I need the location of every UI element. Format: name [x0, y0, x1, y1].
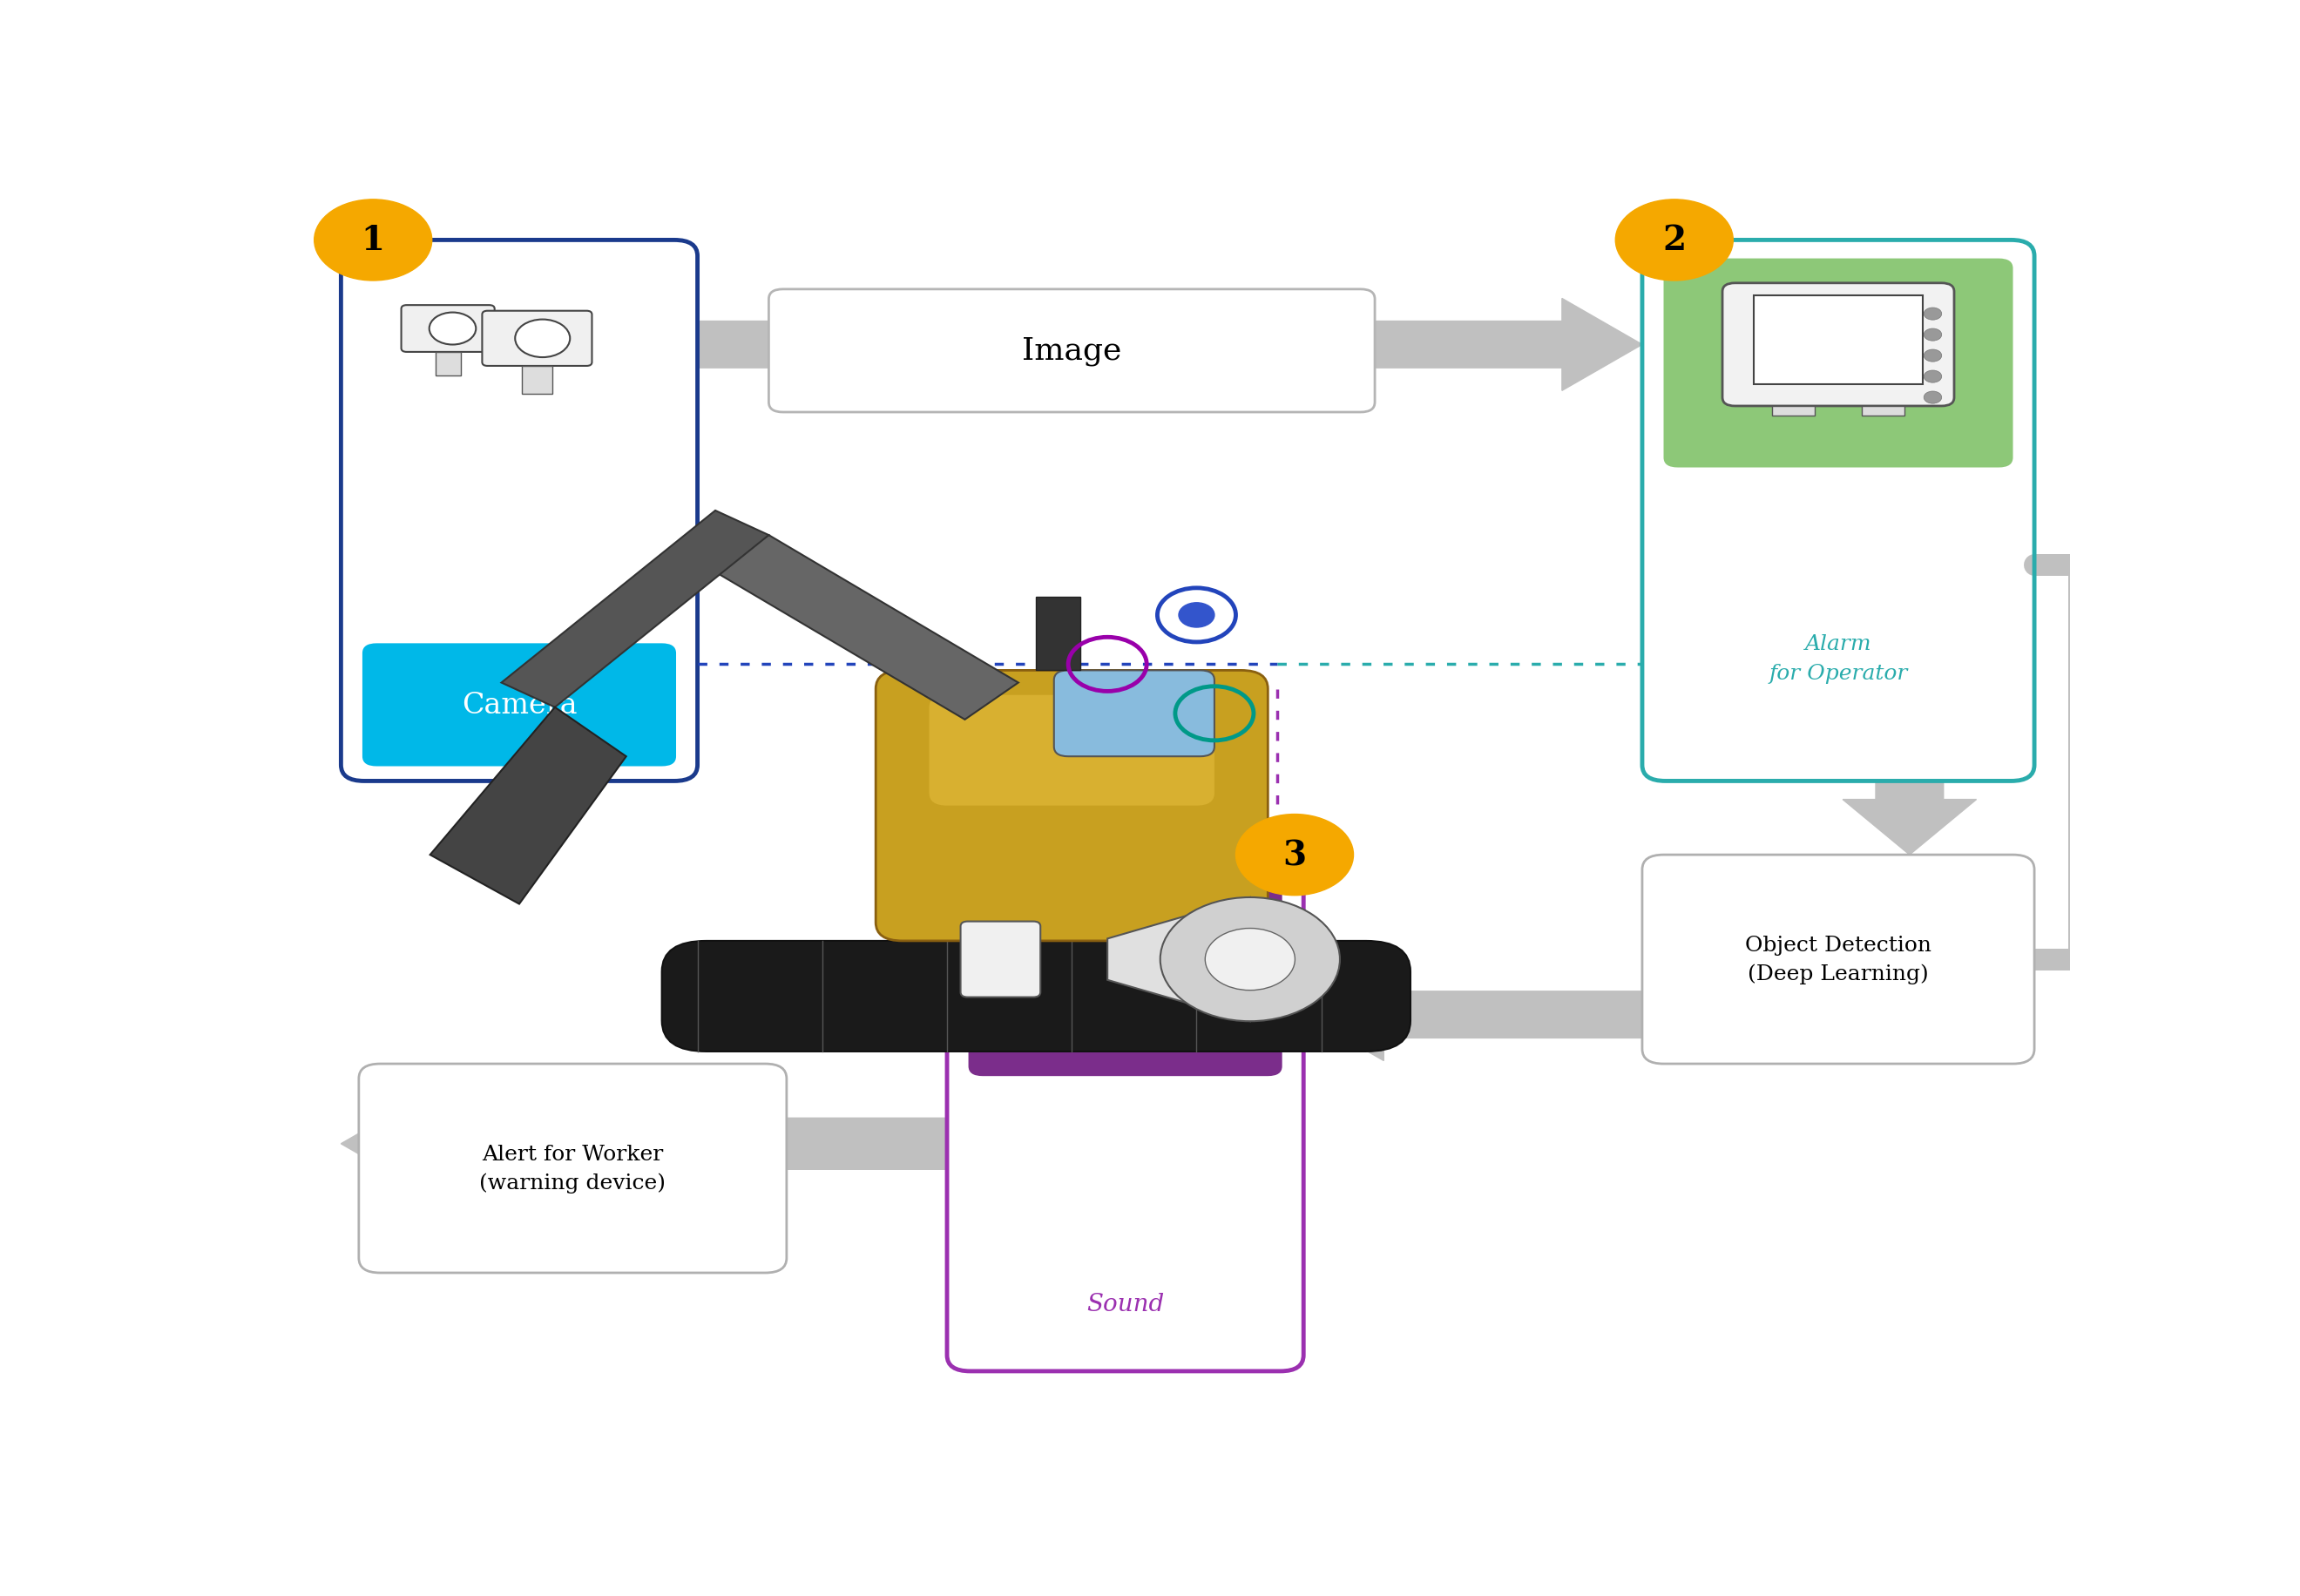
Polygon shape	[1106, 897, 1251, 1021]
Text: 3: 3	[1283, 838, 1306, 871]
Circle shape	[515, 321, 570, 358]
FancyBboxPatch shape	[961, 922, 1040, 998]
Text: Alarm
for Operator: Alarm for Operator	[1769, 634, 1907, 683]
FancyBboxPatch shape	[359, 1065, 787, 1274]
Circle shape	[1923, 350, 1941, 362]
Circle shape	[1178, 603, 1214, 627]
FancyBboxPatch shape	[876, 670, 1267, 942]
FancyBboxPatch shape	[968, 868, 1281, 1076]
Text: 2: 2	[1663, 223, 1686, 257]
Polygon shape	[501, 511, 768, 707]
FancyBboxPatch shape	[662, 942, 1410, 1052]
Polygon shape	[1842, 782, 1976, 855]
Text: Camera: Camera	[462, 691, 577, 720]
Text: Sound: Sound	[1086, 1291, 1164, 1315]
FancyBboxPatch shape	[1861, 407, 1904, 417]
FancyBboxPatch shape	[1723, 284, 1955, 407]
Text: AI
Monitor: AI Monitor	[1785, 332, 1893, 396]
Circle shape	[430, 313, 476, 345]
FancyBboxPatch shape	[768, 290, 1375, 413]
Text: Image: Image	[1021, 337, 1122, 365]
FancyBboxPatch shape	[1035, 597, 1081, 670]
FancyBboxPatch shape	[1773, 407, 1815, 417]
Polygon shape	[715, 536, 1019, 720]
FancyBboxPatch shape	[929, 696, 1214, 806]
Circle shape	[1923, 370, 1941, 383]
Text: Object Detection
(Deep Learning): Object Detection (Deep Learning)	[1746, 935, 1932, 983]
Circle shape	[1923, 393, 1941, 404]
FancyBboxPatch shape	[1053, 670, 1214, 757]
Circle shape	[1235, 814, 1352, 895]
Circle shape	[315, 200, 432, 281]
Circle shape	[1923, 308, 1941, 321]
Text: Alarm
Device: Alarm Device	[1079, 940, 1171, 1004]
Polygon shape	[697, 298, 1642, 391]
Circle shape	[1615, 200, 1734, 281]
FancyBboxPatch shape	[483, 311, 591, 367]
FancyBboxPatch shape	[435, 353, 460, 377]
Text: 1: 1	[361, 223, 384, 257]
Polygon shape	[430, 707, 626, 905]
Circle shape	[1205, 929, 1295, 991]
Circle shape	[1159, 897, 1341, 1021]
FancyBboxPatch shape	[363, 643, 676, 766]
FancyBboxPatch shape	[400, 306, 494, 353]
FancyBboxPatch shape	[1642, 855, 2033, 1065]
Text: Alert for Worker
(warning device): Alert for Worker (warning device)	[478, 1144, 667, 1192]
FancyBboxPatch shape	[1663, 259, 2012, 468]
Circle shape	[1923, 329, 1941, 342]
FancyBboxPatch shape	[1753, 295, 1923, 385]
Polygon shape	[1304, 969, 1642, 1061]
Polygon shape	[340, 1093, 948, 1195]
FancyBboxPatch shape	[522, 367, 552, 394]
